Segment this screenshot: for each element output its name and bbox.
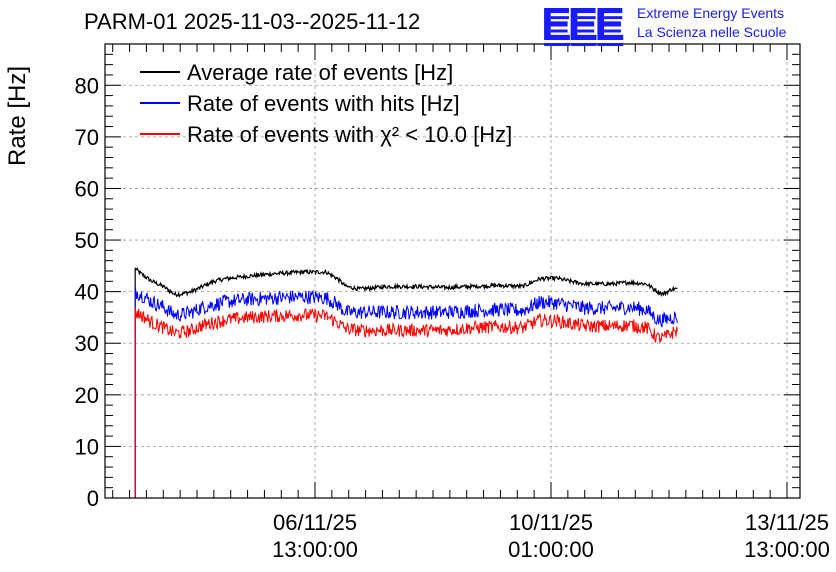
y-tick-label: 30 bbox=[75, 331, 99, 356]
y-axis-label: Rate [Hz] bbox=[4, 65, 31, 166]
y-tick-label: 60 bbox=[75, 176, 99, 201]
x-tick-label-time: 13:00:00 bbox=[272, 537, 358, 562]
eee-logo-text: Extreme Energy Events La Scienza nelle S… bbox=[637, 4, 786, 42]
eee-logo: EEE bbox=[541, 0, 625, 50]
x-tick-label-date: 13/11/25 bbox=[745, 510, 829, 535]
logo-line-1: Extreme Energy Events bbox=[637, 5, 785, 21]
y-tick-label: 10 bbox=[75, 434, 99, 459]
legend-label-2: Rate of events with hits [Hz] bbox=[187, 91, 460, 116]
y-tick-label: 0 bbox=[87, 486, 99, 511]
legend-label-1: Average rate of events [Hz] bbox=[187, 60, 453, 85]
legend: Average rate of events [Hz] Rate of event… bbox=[140, 60, 512, 147]
series-line-1 bbox=[134, 267, 678, 498]
series-line-3 bbox=[134, 307, 678, 498]
x-tick-label-time: 01:00:00 bbox=[508, 537, 594, 562]
axes: 0102030405060708006/11/2513:00:0010/11/2… bbox=[75, 43, 830, 562]
y-tick-label: 50 bbox=[75, 228, 99, 253]
y-tick-label: 70 bbox=[75, 125, 99, 150]
x-tick-label-date: 10/11/25 bbox=[509, 510, 593, 535]
y-tick-label: 40 bbox=[75, 280, 99, 305]
y-axis-label-wrap: Rate [Hz] bbox=[4, 44, 34, 166]
x-tick-label-time: 13:00:00 bbox=[744, 537, 830, 562]
series-line-2 bbox=[134, 286, 678, 498]
y-tick-label: 80 bbox=[75, 73, 99, 98]
y-tick-label: 20 bbox=[75, 383, 99, 408]
chart-title: PARM-01 2025-11-03--2025-11-12 bbox=[84, 9, 421, 34]
x-tick-label-date: 06/11/25 bbox=[273, 510, 357, 535]
series-layer bbox=[134, 267, 678, 498]
logo-line-2: La Scienza nelle Scuole bbox=[637, 24, 787, 40]
grid bbox=[105, 44, 800, 498]
legend-label-3: Rate of events with χ² < 10.0 [Hz] bbox=[187, 122, 512, 147]
